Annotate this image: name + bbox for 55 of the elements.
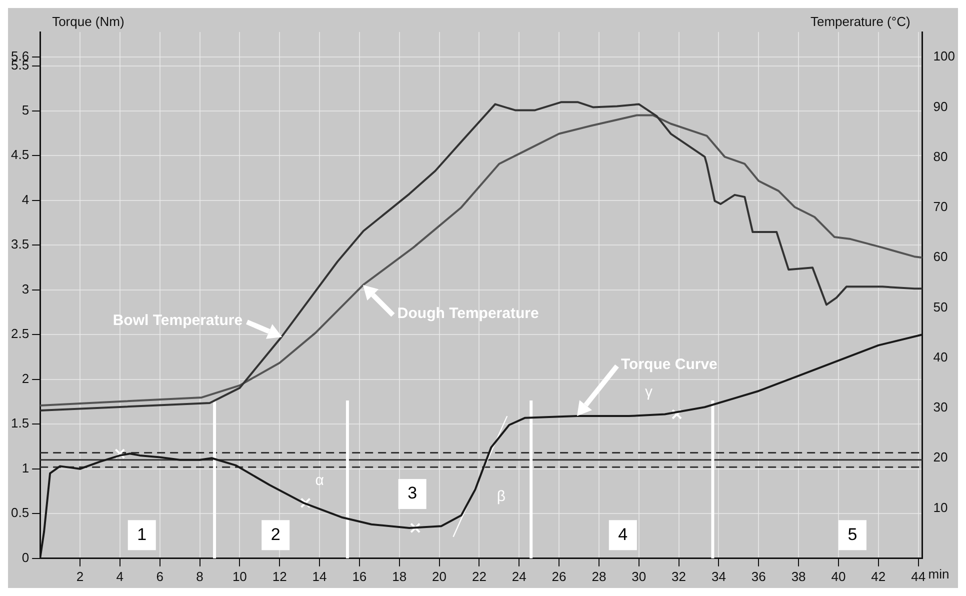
- x-tick-label: 24: [512, 568, 526, 584]
- x-tick-label: 30: [632, 568, 646, 584]
- y2-axis-title: Temperature (°C): [810, 14, 910, 29]
- y-tick-label: 0.5: [10, 505, 30, 520]
- x-tick-label: 34: [711, 568, 726, 584]
- y-tick-label: 5: [22, 102, 30, 118]
- x-tick-label: 14: [312, 568, 327, 584]
- x-axis-title: min: [928, 566, 950, 582]
- x-tick-label: 38: [791, 568, 806, 584]
- x-tick-label: 28: [592, 568, 606, 584]
- x-tick-label: 18: [392, 568, 407, 584]
- x-tick-label: 32: [672, 568, 686, 584]
- y-axis-title: Torque (Nm): [52, 14, 124, 29]
- y-tick-label: 4.5: [10, 147, 30, 162]
- y-tick-label: 1.5: [10, 416, 30, 431]
- x-tick-label: 4: [116, 568, 124, 584]
- y-tick-label: 2: [22, 370, 30, 386]
- x-tick-label: 16: [352, 568, 367, 584]
- y2-tick-label: 50: [933, 299, 948, 314]
- y2-tick-label: 10: [933, 500, 948, 515]
- point: [114, 448, 126, 459]
- x-tick-label: 8: [196, 568, 204, 584]
- x-tick-label: 2: [76, 568, 84, 584]
- x-tick-label: 10: [232, 568, 247, 584]
- y2-tick-label: 70: [933, 199, 948, 214]
- y2-tick-label: 100: [933, 48, 956, 64]
- y-tick-label: 3: [22, 281, 30, 296]
- x-tick-label: 44: [911, 568, 926, 584]
- y-tick-label: 1: [22, 460, 30, 476]
- annotation: 2: [270, 524, 280, 544]
- x-tick-label: 22: [472, 568, 486, 584]
- y-tick-label: 0: [22, 550, 30, 565]
- x-tick-label: 40: [831, 568, 846, 584]
- y2-tick-label: 30: [933, 400, 948, 415]
- point: [410, 522, 421, 534]
- y2-tick-label: 20: [933, 450, 948, 465]
- annotation: 4: [618, 524, 628, 544]
- point: [300, 498, 311, 508]
- y2-tick-label: 90: [933, 98, 948, 114]
- x-tick-label: 26: [552, 568, 566, 584]
- y-tick-label: 3.5: [10, 236, 30, 252]
- point: [672, 409, 682, 420]
- y-tick-label: 2.5: [10, 326, 30, 342]
- x-tick-label: 20: [432, 568, 447, 584]
- x-tick-label: 12: [272, 568, 287, 584]
- annotation: 1: [137, 524, 147, 544]
- x-tick-label: 42: [871, 568, 886, 584]
- y2-tick-label: 40: [933, 349, 948, 364]
- y2-tick-label: 60: [933, 249, 948, 264]
- annotation: 5: [848, 524, 858, 544]
- y-tick-label: 4: [22, 192, 30, 207]
- annotation: 3: [408, 484, 418, 503]
- y2-tick-label: 80: [933, 148, 948, 164]
- x-tick-label: 36: [751, 568, 766, 584]
- x-tick-label: 6: [156, 568, 164, 584]
